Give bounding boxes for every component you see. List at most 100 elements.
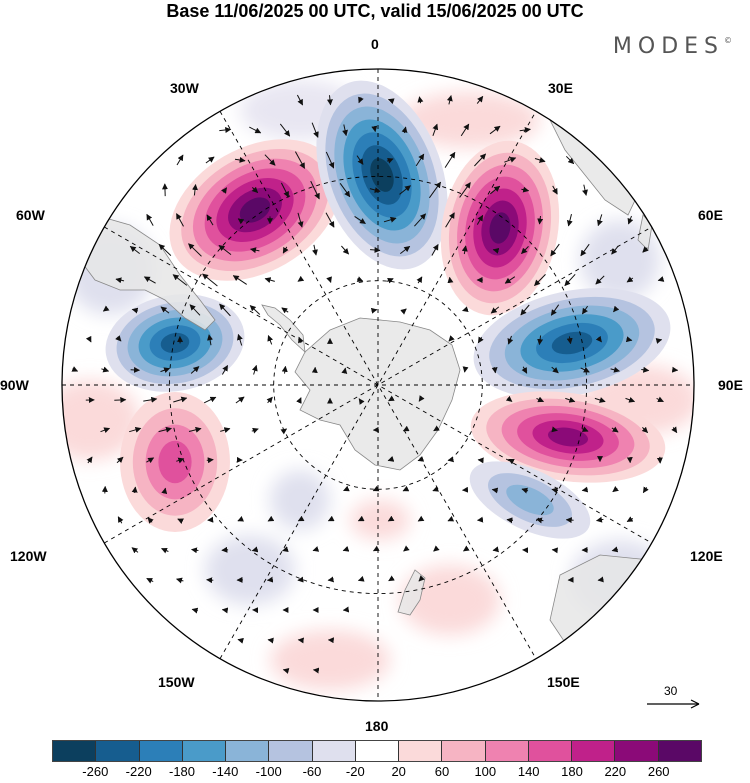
wind-vector [642,486,649,494]
colorbar-tick-label: 260 [647,764,670,779]
wind-vector [129,426,142,433]
wind-vector [325,212,335,228]
wind-vector [581,486,589,493]
lon-label-150w: 150W [158,674,195,690]
wind-vector [551,547,558,554]
wind-vector [176,154,184,166]
wind-vector [143,276,156,284]
wind-vector [173,396,188,403]
graticule [62,69,694,701]
wind-vector [188,243,202,257]
wind-vector [611,546,619,553]
colorbar-swatch [528,741,573,761]
wind-vector [297,515,305,522]
wind-vector [282,546,289,552]
wind-vector [476,214,484,225]
wind-vector [477,516,484,523]
wind-vector [267,335,274,345]
wind-vector [551,426,558,433]
wind-vector [597,576,604,583]
latitude-circle [168,175,588,595]
wind-vector [534,274,546,287]
anomaly-contour [506,484,554,516]
wind-vector [206,214,214,226]
colorbar-swatch [269,741,313,761]
wind-vector [611,426,619,433]
colorbar-swatch [615,741,659,761]
wind-vector [176,457,185,464]
wind-vector [146,213,154,226]
colorbar-tick-label: -260 [82,764,109,779]
anomaly-background-patch [350,500,410,540]
colorbar-swatch [312,741,356,761]
wind-vector [281,365,288,374]
landmass-new-zealand [397,569,426,616]
wind-vector [447,456,455,463]
wind-vector [447,276,454,284]
lon-label-30w: 30W [170,80,199,96]
brand-mark: © [724,36,732,45]
wind-vector [192,184,198,196]
wind-vector [595,335,602,343]
brand-text: MODES [612,34,724,59]
wind-vector [160,306,170,314]
wind-vector [354,215,366,225]
wind-vector [521,246,529,255]
wind-vector [86,456,93,464]
wind-vector [341,367,348,375]
wind-vector [191,607,199,614]
wind-vector [281,307,289,314]
wind-vector [280,428,288,435]
wind-vector [432,123,439,136]
colorbar-tick-label: -220 [125,764,152,779]
wind-vector [551,366,559,374]
wind-vector [161,547,169,554]
wind-vector [202,273,218,287]
wind-vector [491,367,498,374]
wind-vector [160,367,171,374]
wind-vector [297,212,304,228]
colorbar-tick-label: -60 [302,764,322,779]
wind-vector [433,545,440,552]
colorbar-swatch [399,741,443,761]
wind-vector [534,157,546,163]
colorbar-tick-label: 60 [434,764,450,779]
wind-vector [341,245,350,255]
colorbar-swatch [139,741,183,761]
wind-vector [463,545,470,552]
map-boundary [61,68,695,702]
colorbar-tick-label: 20 [391,764,406,779]
wind-vector [641,426,649,434]
colorbar-tick-label: -140 [212,764,239,779]
wind-vector [508,458,515,465]
wind-vector [326,276,332,283]
anomaly-center-105w [120,392,230,532]
wind-vector [416,276,423,284]
wind-vector [370,246,381,253]
wind-vector [595,275,605,285]
wind-vector [537,215,544,225]
colorbar-ticks: -260 -220 -180 -140 -100 -60 -20 20 60 100 140 180 2… [0,764,750,782]
wind-vector [249,305,261,315]
wind-vector [581,305,589,315]
wind-vector [671,366,679,373]
wind-vector [312,546,320,552]
wind-vector [399,246,411,254]
wind-vector [402,485,410,492]
wind-vector [520,304,530,316]
wind-vector [85,335,92,343]
colorbar-tick-label: -20 [345,764,365,779]
wind-vector [594,397,606,403]
colorbar-swatch [658,741,701,761]
wind-vector [327,576,335,583]
wind-vector [462,366,469,373]
anomaly-center-30e [440,140,560,316]
wind-vector [203,396,217,404]
wind-vector [249,126,262,134]
wind-vector [580,367,590,373]
lon-label-120e: 120E [690,548,723,564]
wind-vector [115,277,125,284]
wind-vector [312,244,318,256]
wind-vector [296,397,302,404]
wind-vector [218,245,232,255]
